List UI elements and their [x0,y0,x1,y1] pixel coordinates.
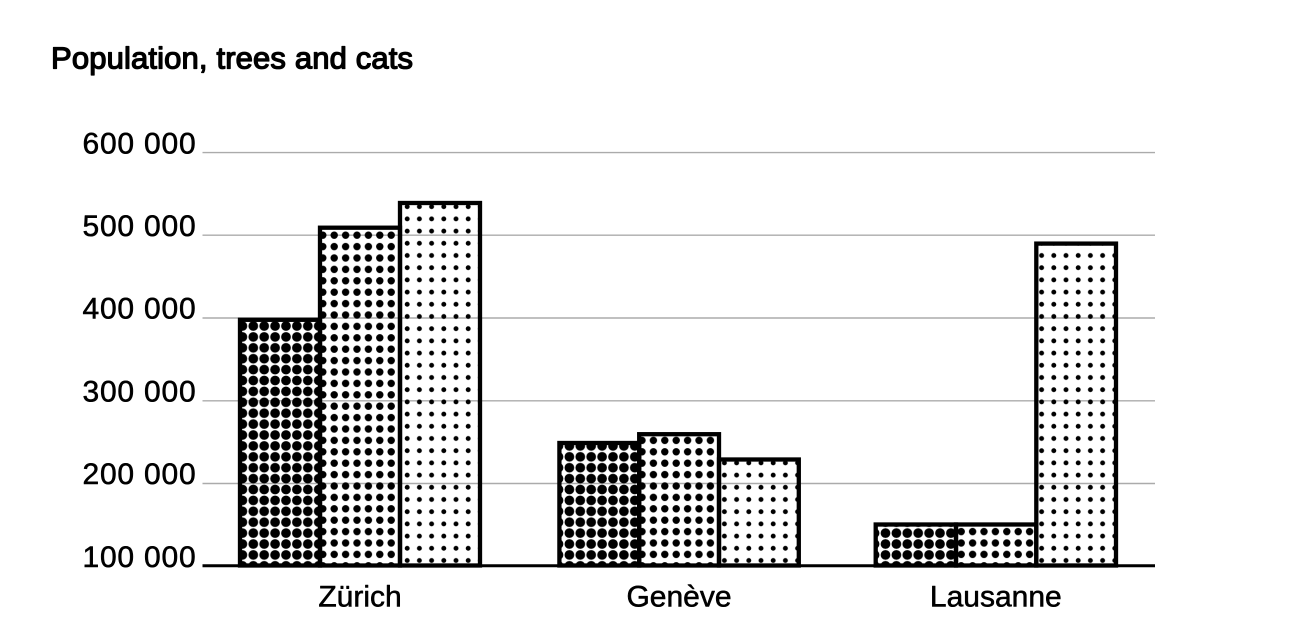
svg-text:200 000: 200 000 [82,458,196,491]
svg-text:Lausanne: Lausanne [930,581,1062,614]
svg-text:Population, trees and cats: Population, trees and cats [51,41,413,76]
svg-text:Genève: Genève [626,581,731,614]
svg-text:300 000: 300 000 [82,376,196,409]
svg-text:500 000: 500 000 [82,210,196,243]
svg-text:100 000: 100 000 [82,541,196,574]
svg-text:Zürich: Zürich [318,581,401,614]
svg-text:400 000: 400 000 [82,293,196,326]
svg-text:600 000: 600 000 [82,127,196,160]
